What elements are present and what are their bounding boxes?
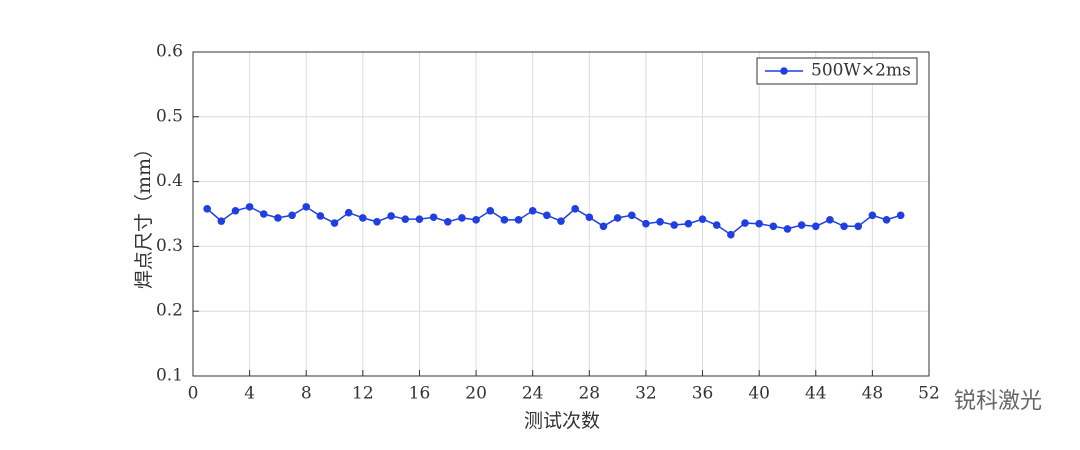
data-point [245,203,254,211]
plot-frame [192,51,930,377]
data-point [698,215,707,223]
x-tick-label: 0 [188,384,199,404]
x-axis-label: 测试次数 [524,410,600,432]
x-tick-label: 16 [409,384,431,404]
data-point [217,217,226,225]
watermark: 锐科激光 [954,389,1042,414]
data-point [231,206,240,215]
y-tick-label: 0.4 [156,171,183,191]
data-point [316,212,325,220]
data-point [727,230,735,239]
data-point [783,225,792,233]
data-point [854,222,863,231]
x-tick-label: 24 [522,384,544,404]
data-point [359,214,367,222]
y-tick-label: 0.2 [156,301,183,321]
data-point [613,214,622,222]
data-point [571,205,579,213]
data-point [274,214,282,222]
plot-area [193,52,929,376]
data-point [684,219,693,228]
data-point [769,222,778,231]
data-point [514,216,523,224]
x-tick-label: 36 [692,384,714,404]
data-point [443,217,452,226]
legend-label: 500W×2ms [811,61,911,81]
y-tick-label: 0.3 [156,236,183,256]
data-point [528,206,537,215]
data-point [373,217,381,226]
data-point [458,214,466,222]
x-tick-label: 44 [805,384,827,404]
data-point [599,222,608,231]
data-point [840,222,848,231]
data-point [302,203,311,211]
data-point [826,216,834,224]
data-point [741,219,749,227]
x-tick-label: 52 [918,384,940,404]
x-tick-label: 28 [578,384,600,404]
data-point [656,217,664,226]
data-point [259,210,268,218]
y-tick-label: 0.1 [156,366,183,386]
data-point [344,208,353,217]
y-tick-label: 0.5 [156,106,183,126]
data-point [627,211,636,220]
data-point [203,205,211,213]
x-tick-label: 12 [352,384,374,404]
x-tick-label: 40 [748,384,770,404]
x-tick-label: 32 [635,384,657,404]
data-point [642,219,650,228]
data-point [670,221,679,229]
data-point [882,216,891,224]
x-tick-label: 20 [465,384,487,404]
data-point [585,213,594,222]
data-point [896,211,905,220]
data-point [330,219,339,227]
data-point [755,219,763,228]
data-point [557,217,565,225]
data-point [472,216,480,224]
data-point [797,221,806,229]
data-point [415,215,424,223]
x-tick-label: 48 [862,384,884,404]
data-point [429,213,438,222]
legend-marker [780,67,788,75]
x-tick-label: 8 [301,384,312,404]
x-tick-label: 4 [244,384,255,404]
data-point [712,221,721,229]
data-point [811,222,820,231]
data-point [500,216,509,224]
y-axis-label: 焊点尺寸（mm） [133,139,155,289]
data-point [401,215,410,223]
data-point [387,212,395,220]
y-tick-label: 0.6 [156,42,183,62]
data-point [288,211,296,220]
data-point [486,206,495,215]
data-point [543,211,551,220]
data-point [868,211,877,220]
